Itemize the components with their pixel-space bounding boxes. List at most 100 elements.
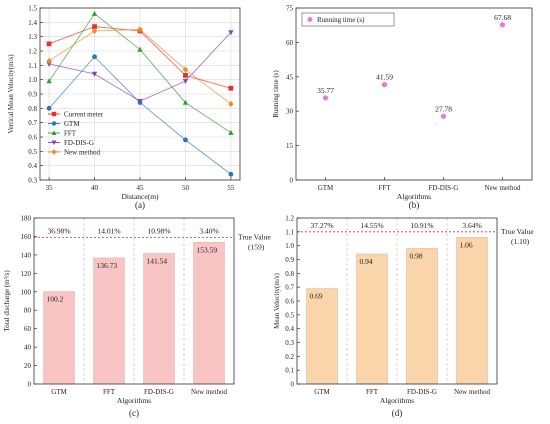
y-tick-label: 0.7 <box>285 284 294 292</box>
data-point <box>92 24 97 30</box>
data-point <box>228 129 234 135</box>
data-point <box>183 137 188 143</box>
data-point <box>46 41 52 47</box>
y-tick-label: 0 <box>291 381 295 389</box>
true-value-number: (1.10) <box>511 237 530 246</box>
y-tick-label: 45 <box>286 73 294 81</box>
panel-b-frame <box>295 7 533 181</box>
y-tick-label: 0.5 <box>285 311 294 319</box>
y-tick-label: 60 <box>24 325 32 333</box>
bar-value-label: 0.94 <box>360 257 373 266</box>
bar <box>143 253 175 385</box>
y-tick-label: 15 <box>286 142 294 150</box>
legend-marker <box>51 149 57 155</box>
y-tick-label: 0.4 <box>285 325 294 333</box>
legend-marker <box>307 17 313 22</box>
legend-marker <box>51 111 57 117</box>
y-axis-label: Total discharge (m³/s) <box>3 270 11 332</box>
x-tick-label: 35 <box>46 184 54 192</box>
y-tick-label: 1.0 <box>28 76 37 84</box>
y-tick-label: 1.0 <box>285 242 294 250</box>
error-percent-label: 14.55% <box>360 221 383 230</box>
data-label: 41.59 <box>376 73 393 82</box>
data-point <box>182 78 189 84</box>
y-axis-label: Vertical Mean Velocity(m/s) <box>7 54 15 134</box>
y-tick-label: 1.4 <box>28 19 37 27</box>
panel-caption: (d) <box>392 408 403 418</box>
bar-value-label: 136.73 <box>97 261 118 270</box>
y-tick-label: 0.6 <box>28 134 37 142</box>
bar-value-label: 141.54 <box>147 256 168 265</box>
legend-label: Running time (s) <box>317 16 365 24</box>
data-point <box>137 26 143 33</box>
data-point <box>440 113 447 119</box>
panel-c: 100.2 36.98% 136.73 14.01% 141.54 10.98% 153.5… <box>3 215 271 419</box>
y-tick-label: 160 <box>21 233 32 241</box>
error-percent-label: 14.01% <box>97 226 120 235</box>
x-tick-label: 50 <box>182 184 190 192</box>
y-tick-label: 0.6 <box>285 298 294 306</box>
y-tick-label: 0.3 <box>285 339 294 347</box>
bar-value-label: 1.06 <box>460 240 473 249</box>
y-tick-label: 0.8 <box>285 270 294 278</box>
y-tick-label: 60 <box>286 39 294 47</box>
x-axis-label: Algorithms <box>117 396 151 405</box>
data-point <box>322 95 329 101</box>
y-tick-label: 30 <box>286 108 294 116</box>
bar-value-label: 0.98 <box>410 251 423 260</box>
bar-value-label: 0.69 <box>310 292 323 301</box>
legend-marker <box>51 121 57 126</box>
y-tick-label: 0.7 <box>28 119 37 127</box>
panel-c-frame <box>33 217 235 385</box>
panel-caption: (b) <box>409 200 420 210</box>
x-tick-label: FD-DIS-G <box>407 388 437 396</box>
error-percent-label: 3.40% <box>199 226 218 235</box>
panel-caption: (a) <box>135 200 145 210</box>
y-tick-label: 80 <box>24 307 32 315</box>
bar <box>456 237 488 385</box>
bar <box>93 257 125 385</box>
legend-marker <box>51 130 57 135</box>
legend-box <box>301 12 395 27</box>
bar <box>356 253 388 385</box>
data-point <box>137 99 143 105</box>
data-point <box>228 30 234 36</box>
data-point <box>499 22 506 28</box>
x-tick-label: FFT <box>366 388 379 396</box>
bar <box>193 242 225 385</box>
data-point <box>46 57 52 65</box>
x-tick-label: FFT <box>378 184 391 192</box>
data-point <box>137 46 143 52</box>
y-axis-label: Mean Velocity(m/s) <box>273 273 281 329</box>
y-tick-label: 0.4 <box>28 162 37 170</box>
y-tick-label: 0.5 <box>28 148 37 156</box>
x-axis-label: Algorithms <box>380 396 414 405</box>
legend-label: GTM <box>64 120 80 128</box>
true-value-number: (159) <box>248 242 265 251</box>
y-tick-label: 0 <box>28 381 32 389</box>
y-tick-label: 1.1 <box>28 62 37 70</box>
data-point <box>182 66 189 73</box>
y-tick-label: 120 <box>21 270 32 278</box>
y-tick-label: 1.2 <box>28 48 37 56</box>
x-axis-label: Distance(m) <box>121 192 159 201</box>
x-tick-label: GTM <box>314 388 330 396</box>
data-point <box>46 61 52 67</box>
y-tick-label: 100 <box>21 288 32 296</box>
data-point <box>228 100 234 108</box>
data-point <box>91 71 98 77</box>
x-tick-label: 55 <box>227 184 235 192</box>
y-tick-label: 1.2 <box>285 215 294 223</box>
error-percent-label: 3.64% <box>462 221 481 230</box>
x-axis-label: Algorithms <box>397 192 431 201</box>
bar-value-label: 153.59 <box>197 245 218 254</box>
x-tick-label: 45 <box>137 184 145 192</box>
error-percent-label: 36.98% <box>47 226 70 235</box>
x-tick-label: 40 <box>91 184 99 192</box>
y-tick-label: 0.2 <box>285 353 294 361</box>
data-point <box>228 85 234 91</box>
error-percent-label: 37.27% <box>310 221 333 230</box>
bar <box>406 248 438 385</box>
panel-d-frame <box>296 217 498 385</box>
